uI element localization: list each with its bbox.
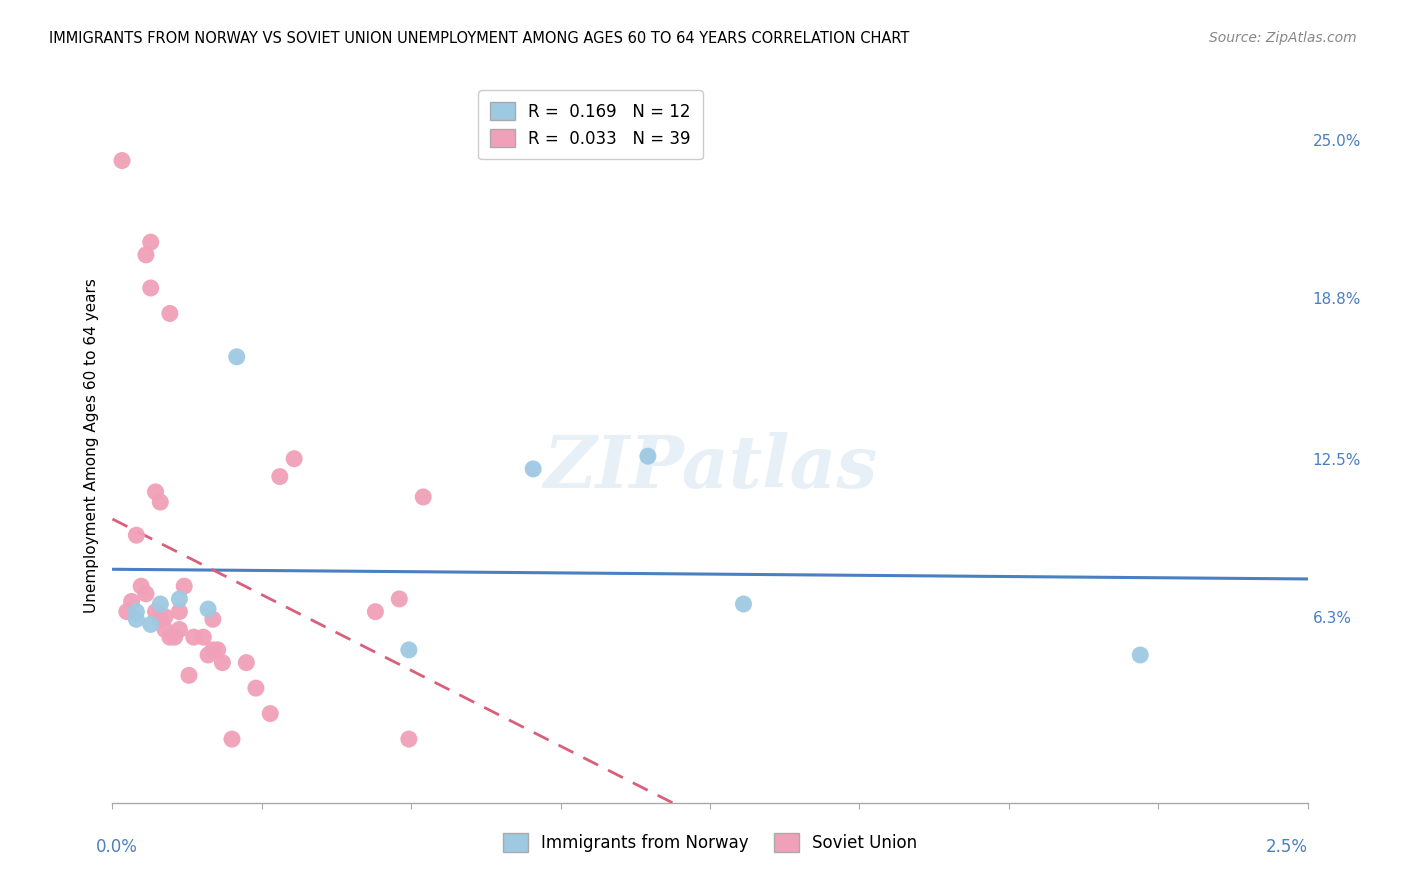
Point — [159, 306, 181, 320]
Point — [388, 591, 411, 606]
Y-axis label: Unemployment Among Ages 60 to 64 years: Unemployment Among Ages 60 to 64 years — [83, 278, 98, 614]
Point — [139, 617, 162, 632]
Point — [269, 469, 291, 483]
Point — [139, 281, 162, 295]
Point — [637, 449, 659, 463]
Point — [283, 451, 305, 466]
Point — [121, 594, 143, 608]
Point — [139, 235, 162, 249]
Point — [733, 597, 755, 611]
Point — [173, 579, 195, 593]
Point — [221, 732, 243, 747]
Point — [149, 612, 172, 626]
Point — [197, 602, 219, 616]
Text: 0.0%: 0.0% — [96, 838, 138, 856]
Point — [193, 630, 215, 644]
Point — [169, 623, 191, 637]
Text: IMMIGRANTS FROM NORWAY VS SOVIET UNION UNEMPLOYMENT AMONG AGES 60 TO 64 YEARS CO: IMMIGRANTS FROM NORWAY VS SOVIET UNION U… — [49, 31, 910, 46]
Point — [111, 153, 134, 168]
Point — [259, 706, 281, 721]
Legend: Immigrants from Norway, Soviet Union: Immigrants from Norway, Soviet Union — [496, 827, 924, 859]
Point — [412, 490, 434, 504]
Point — [163, 630, 186, 644]
Point — [159, 630, 181, 644]
Point — [398, 643, 420, 657]
Point — [364, 605, 387, 619]
Point — [125, 528, 148, 542]
Point — [225, 350, 247, 364]
Point — [149, 597, 172, 611]
Point — [153, 609, 176, 624]
Point — [183, 630, 205, 644]
Point — [129, 579, 152, 593]
Point — [115, 605, 138, 619]
Point — [169, 605, 191, 619]
Point — [135, 587, 157, 601]
Point — [153, 623, 176, 637]
Text: Source: ZipAtlas.com: Source: ZipAtlas.com — [1209, 31, 1357, 45]
Point — [235, 656, 257, 670]
Point — [398, 732, 420, 747]
Point — [197, 648, 219, 662]
Point — [245, 681, 267, 695]
Point — [201, 612, 224, 626]
Point — [125, 612, 148, 626]
Point — [211, 656, 233, 670]
Point — [1129, 648, 1152, 662]
Text: ZIPatlas: ZIPatlas — [543, 432, 877, 503]
Point — [522, 462, 544, 476]
Point — [201, 643, 224, 657]
Text: 2.5%: 2.5% — [1265, 838, 1308, 856]
Point — [177, 668, 200, 682]
Point — [149, 495, 172, 509]
Point — [145, 605, 167, 619]
Point — [169, 591, 191, 606]
Point — [145, 484, 167, 499]
Point — [207, 643, 229, 657]
Point — [135, 248, 157, 262]
Point — [125, 605, 148, 619]
